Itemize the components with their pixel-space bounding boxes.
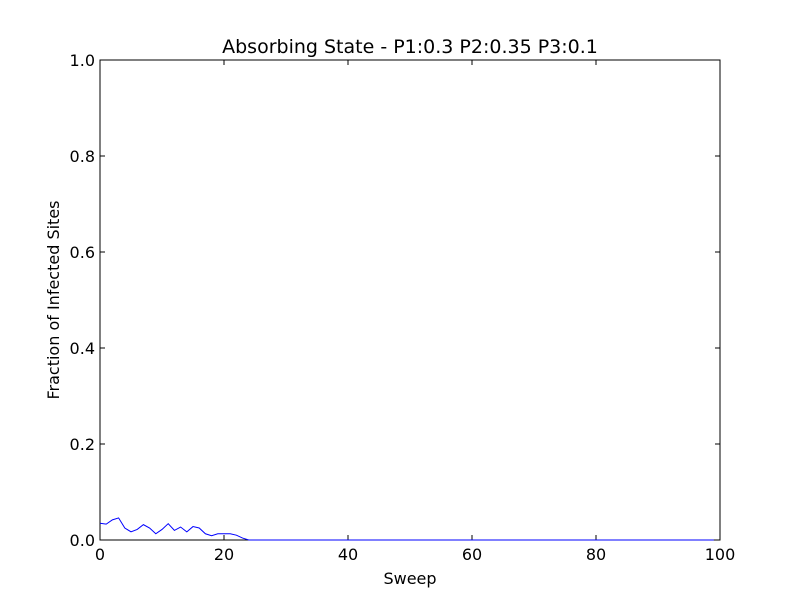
y-tick-label: 0.4	[70, 339, 95, 358]
y-axis-label: Fraction of Infected Sites	[44, 200, 63, 399]
axis-ticks: 0 20 40 60 80 100 0.0 0.2 0.4 0.6 0.8 1.0	[70, 51, 736, 564]
y-tick-label: 0.8	[70, 147, 95, 166]
plot-area: 0 20 40 60 80 100 0.0 0.2 0.4 0.6 0.8 1.0	[70, 51, 736, 564]
x-tick-label: 20	[214, 545, 234, 564]
x-tick-label: 40	[338, 545, 358, 564]
y-tick-label: 0.6	[70, 243, 95, 262]
chart-title: Absorbing State - P1:0.3 P2:0.35 P3:0.1	[222, 36, 598, 58]
y-tick-label: 0.0	[70, 531, 95, 550]
y-tick-label: 1.0	[70, 51, 95, 70]
x-tick-label: 0	[95, 545, 105, 564]
series-line	[99, 517, 714, 541]
series-group	[99, 517, 714, 541]
plot-frame	[99, 59, 721, 541]
y-tick-label: 0.2	[70, 435, 95, 454]
x-tick-label: 60	[462, 545, 482, 564]
x-tick-label: 100	[705, 545, 736, 564]
x-tick-label: 80	[586, 545, 606, 564]
x-axis-label: Sweep	[383, 569, 436, 588]
